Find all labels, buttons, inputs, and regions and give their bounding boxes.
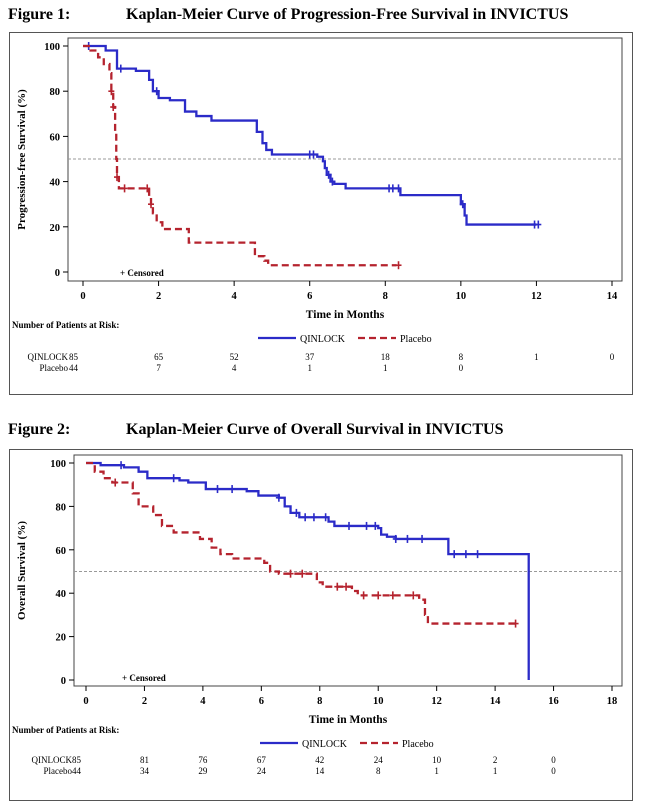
risk-cell: 52 [230,352,239,362]
x-tick-label: 14 [490,696,501,707]
figure-1-heading: Figure 1: Kaplan-Meier Curve of Progressi… [8,6,568,24]
risk-cell: 29 [198,766,208,776]
risk-cell: 4 [232,363,237,373]
risk-table-title: Number of Patients at Risk: [12,725,119,735]
risk-cell: 37 [305,352,315,362]
risk-cell: 44 [69,363,79,373]
legend-placebo-label: Placebo [400,334,432,345]
risk-cell: 42 [315,755,324,765]
figure-1-panel: 0 20 40 60 80 100 0 2 4 6 8 10 12 14 Progression-free … [9,32,633,395]
y-tick-label: 60 [50,132,61,143]
figure-2-panel: 0 20 40 60 80 100 0 2 4 6 8 10 12 14 16 18 Overall Survi… [9,449,633,801]
y-tick-label: 40 [56,589,67,600]
risk-cell: 65 [154,352,164,362]
qinlock-curve [86,461,530,680]
figure-2-title: Kaplan-Meier Curve of Overall Survival i… [126,421,504,438]
x-tick-label: 8 [383,291,388,302]
risk-cell: 0 [610,352,615,362]
x-axis-label: Time in Months [309,714,388,726]
legend-placebo-label: Placebo [402,739,434,750]
y-tick-label: 20 [56,633,67,644]
risk-cell: 2 [493,755,498,765]
risk-row-label: QINLOCK [28,352,69,362]
risk-cell: 81 [140,755,149,765]
x-axis-label: Time in Months [306,309,385,321]
censored-note: + Censored [122,673,166,683]
qinlock-curve [83,44,537,226]
risk-cell: 8 [459,352,464,362]
y-tick-label: 80 [56,502,67,513]
placebo-curve [83,44,397,267]
y-tick-label: 80 [50,87,61,98]
figure-1-title: Kaplan-Meier Curve of Progression-Free S… [126,6,569,23]
placebo-curve [86,461,519,625]
risk-cell: 14 [315,766,325,776]
censored-note: + Censored [120,268,164,278]
figure-2-label: Figure 2: [8,421,71,438]
x-tick-label: 0 [83,696,88,707]
risk-cell: 7 [156,363,161,373]
risk-cell: 85 [69,352,79,362]
risk-row-label: Placebo [40,363,69,373]
x-tick-label: 8 [317,696,322,707]
x-tick-label: 6 [307,291,312,302]
risk-cell: 18 [381,352,391,362]
x-tick-label: 18 [607,696,618,707]
y-axis-label: Progression-free Survival (%) [16,89,28,230]
risk-cell: 34 [140,766,150,776]
risk-cell: 8 [376,766,381,776]
risk-cell: 1 [434,766,439,776]
legend-qinlock-label: QINLOCK [300,334,346,345]
x-tick-label: 4 [200,696,206,707]
risk-row-label: QINLOCK [32,755,73,765]
y-tick-label: 40 [50,178,61,189]
x-tick-label: 12 [431,696,442,707]
x-tick-label: 16 [548,696,559,707]
risk-table-title: Number of Patients at Risk: [12,320,119,330]
risk-cell: 1 [534,352,539,362]
y-axis-label: Overall Survival (%) [16,521,28,620]
risk-cell: 0 [551,755,556,765]
x-tick-label: 0 [80,291,85,302]
y-tick-label: 100 [44,42,60,53]
risk-cell: 1 [383,363,388,373]
risk-cell: 44 [72,766,82,776]
y-tick-label: 20 [50,223,61,234]
x-tick-label: 2 [142,696,147,707]
x-tick-label: 10 [373,696,384,707]
risk-cell: 10 [432,755,442,765]
figure-2-heading: Figure 2: Kaplan-Meier Curve of Overall S… [8,421,503,439]
x-tick-label: 14 [607,291,618,302]
figure-1-label: Figure 1: [8,6,71,23]
risk-cell: 24 [374,755,384,765]
risk-cell: 1 [307,363,312,373]
y-tick-label: 0 [55,268,60,279]
risk-cell: 0 [459,363,464,373]
risk-cell: 76 [198,755,208,765]
x-tick-label: 12 [531,291,542,302]
y-tick-label: 0 [61,676,66,687]
x-tick-label: 10 [456,291,467,302]
y-tick-label: 100 [50,459,66,470]
risk-cell: 67 [257,755,267,765]
x-tick-label: 2 [156,291,161,302]
risk-row-label: Placebo [44,766,73,776]
risk-cell: 0 [551,766,556,776]
risk-cell: 1 [493,766,498,776]
x-tick-label: 4 [232,291,238,302]
y-tick-label: 60 [56,546,67,557]
risk-cell: 24 [257,766,267,776]
risk-cell: 85 [72,755,82,765]
x-tick-label: 6 [259,696,264,707]
legend-qinlock-label: QINLOCK [302,739,348,750]
plot-frame [73,454,623,687]
